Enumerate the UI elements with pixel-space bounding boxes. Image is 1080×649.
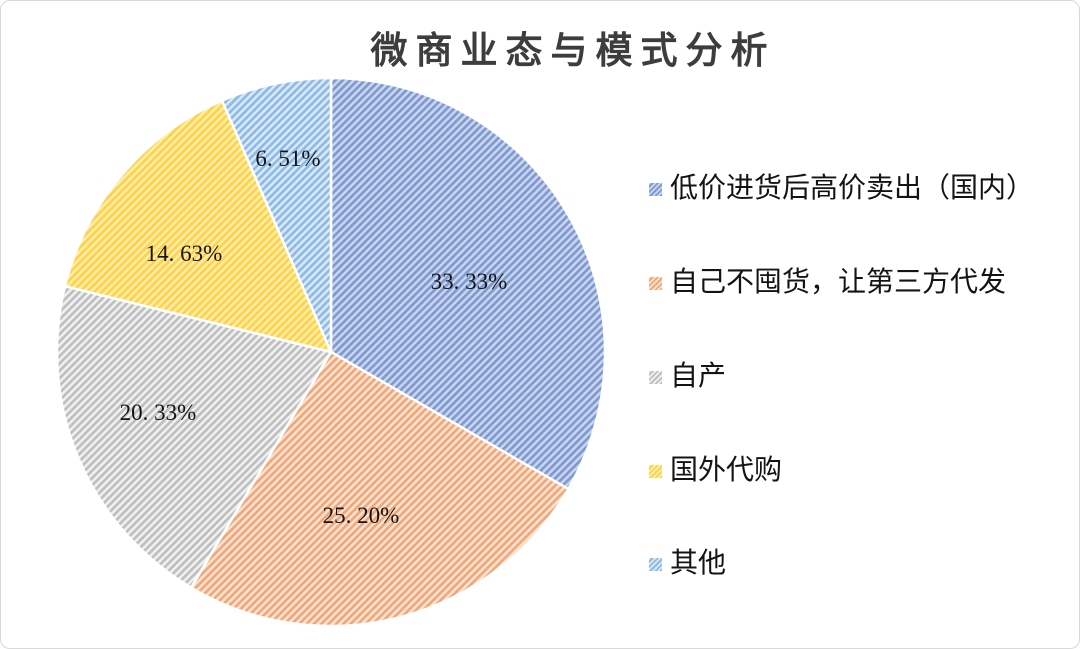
pie-slice bbox=[63, 99, 333, 354]
pie-slice bbox=[189, 350, 570, 628]
pie-data-label: 33. 33% bbox=[430, 269, 508, 294]
pie-slice bbox=[329, 76, 607, 491]
pie-slice bbox=[220, 76, 333, 354]
pie-slice bbox=[55, 284, 333, 589]
pie-data-label: 25. 20% bbox=[322, 503, 400, 528]
legend-swatch-icon bbox=[649, 182, 662, 196]
legend-item: 其他 bbox=[649, 548, 726, 580]
legend-item: 低价进货后高价卖出（国内） bbox=[649, 173, 1034, 205]
legend-item: 自己不囤货，让第三方代发 bbox=[649, 267, 1006, 299]
pie-data-label: 6. 51% bbox=[255, 146, 321, 171]
legend-swatch-icon bbox=[649, 464, 662, 478]
legend-item: 自产 bbox=[649, 361, 726, 393]
legend-label: 其他 bbox=[670, 548, 727, 579]
legend-label: 国外代购 bbox=[670, 455, 783, 486]
legend-swatch-icon bbox=[649, 276, 662, 290]
pie-data-label: 14. 63% bbox=[145, 241, 223, 266]
legend-swatch-icon bbox=[649, 370, 662, 384]
legend-label: 自产 bbox=[670, 361, 727, 392]
legend-swatch-icon bbox=[649, 557, 662, 571]
legend-item: 国外代购 bbox=[649, 455, 782, 487]
legend-label: 自己不囤货，让第三方代发 bbox=[670, 267, 1007, 298]
chart-title: 微商业态与模式分析 bbox=[370, 31, 776, 72]
pie-data-label: 20. 33% bbox=[119, 400, 197, 425]
legend-label: 低价进货后高价卖出（国内） bbox=[670, 173, 1035, 204]
legend: 低价进货后高价卖出（国内） 自己不囤货，让第三方代发 自产 国外代购 其他 bbox=[649, 1, 1079, 648]
